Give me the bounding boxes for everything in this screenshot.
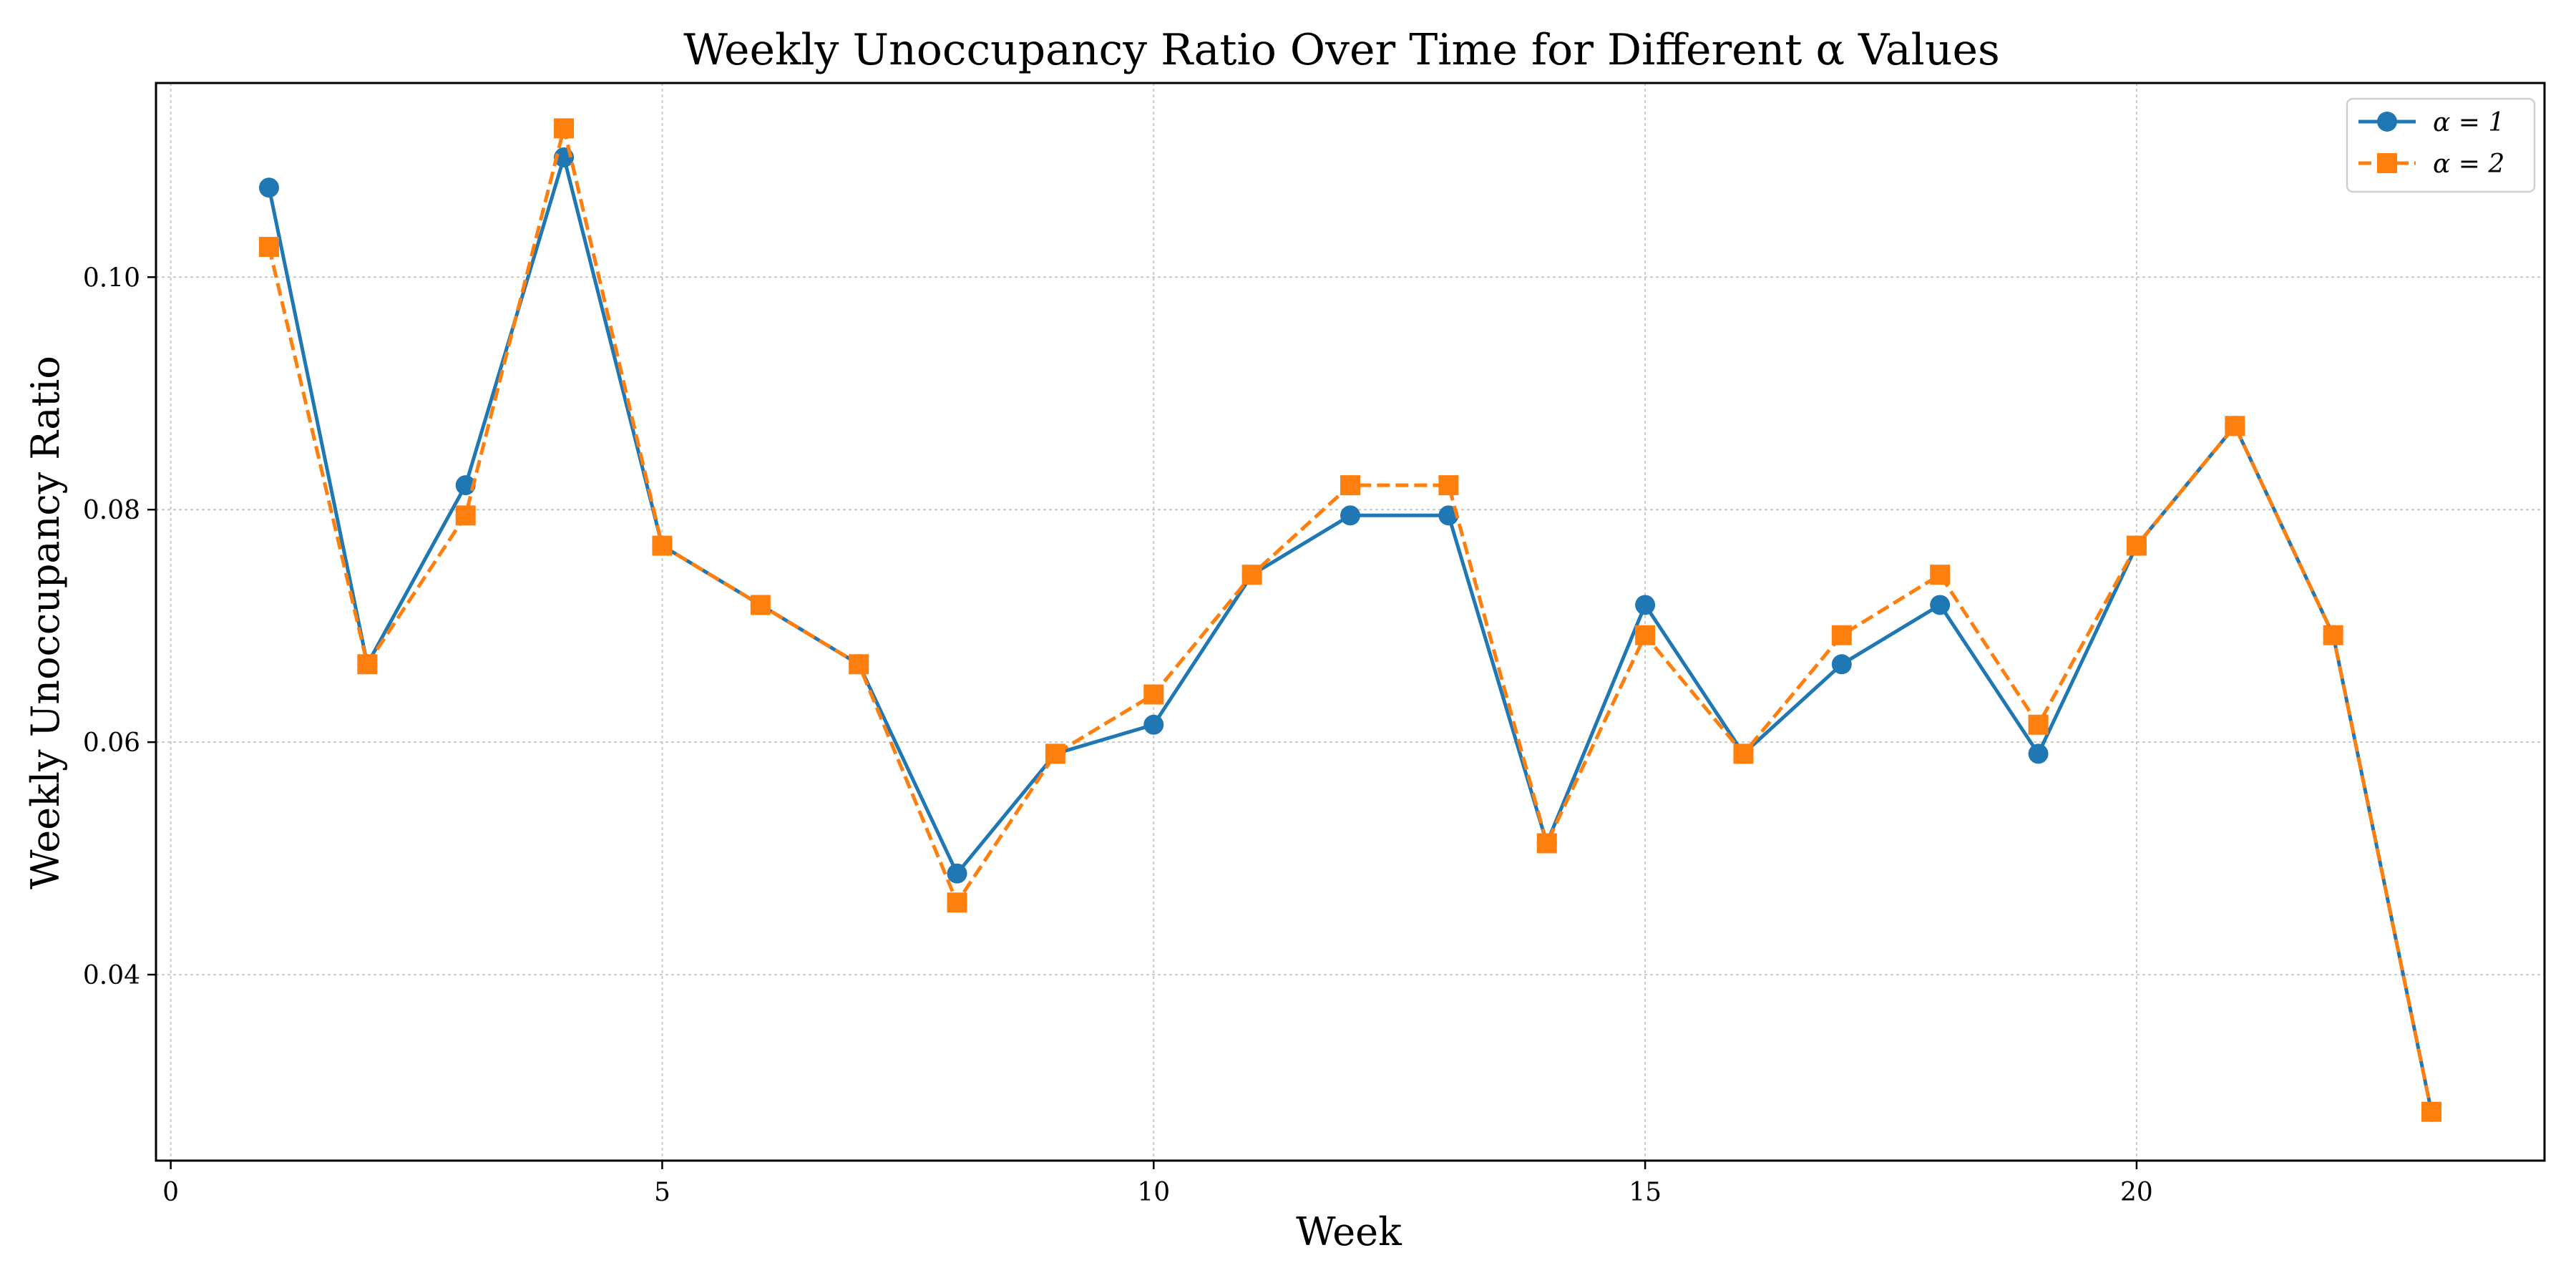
x-tick-label: 0 xyxy=(162,1178,179,1207)
series-1 xyxy=(258,147,2442,1122)
y-tick-label: 0.10 xyxy=(83,263,140,293)
series-1-point xyxy=(1635,595,1656,615)
legend-marker xyxy=(2377,153,2397,173)
axis-ticks: 0 5 10 15 20 0.04 0.06 0.08 0.10 xyxy=(83,263,2153,1207)
series-2-point xyxy=(1831,625,1852,645)
series-2-point xyxy=(1536,833,1557,854)
series-2-point xyxy=(2225,416,2245,436)
legend: α = 1 α = 2 xyxy=(2346,97,2536,193)
plot-area xyxy=(258,118,2442,1122)
legend-label: α = 2 xyxy=(2433,150,2504,179)
x-tick-label: 5 xyxy=(654,1178,670,1207)
series-2-point xyxy=(750,595,771,615)
x-tick-label: 15 xyxy=(1629,1178,1662,1207)
series-1-point xyxy=(1438,505,1459,526)
axes-frame xyxy=(155,82,2546,1162)
chart-title: Weekly Unoccupancy Ratio Over Time for D… xyxy=(683,25,2000,75)
series-2-point xyxy=(455,505,476,526)
series-2-point xyxy=(258,237,279,258)
legend-marker xyxy=(2377,112,2397,132)
x-tick-label: 20 xyxy=(2120,1178,2153,1207)
series-2-point xyxy=(1241,565,1262,585)
x-axis-label: Week xyxy=(1296,1209,1402,1254)
legend-label: α = 1 xyxy=(2433,108,2504,137)
series-2-point xyxy=(2421,1101,2442,1122)
series-1-point xyxy=(1831,654,1852,675)
series-1-point xyxy=(1143,714,1164,735)
series-2-point xyxy=(2323,625,2343,645)
series-1-point xyxy=(1930,595,1951,615)
series-2-point xyxy=(1340,475,1360,496)
series-2-point xyxy=(1930,565,1951,585)
series-1-line xyxy=(267,155,2434,1113)
series-2-point xyxy=(2028,714,2049,735)
series-2-point xyxy=(357,654,378,675)
x-tick-label: 10 xyxy=(1137,1178,1170,1207)
series-2-point xyxy=(2126,535,2147,556)
series-2-point xyxy=(1438,475,1459,496)
series-2-point xyxy=(1143,684,1164,705)
series-1-point xyxy=(2028,743,2049,764)
y-tick-label: 0.06 xyxy=(83,728,140,758)
series-2-point xyxy=(1635,625,1656,645)
series-2-point xyxy=(652,535,673,556)
series-2-point xyxy=(1045,743,1065,764)
series-1-point xyxy=(1340,505,1360,526)
series-1-point xyxy=(258,177,279,198)
y-tick-label: 0.04 xyxy=(83,961,140,990)
series-2-point xyxy=(1733,743,1754,764)
grid-lines xyxy=(156,83,2545,1161)
series-2-point xyxy=(554,118,575,139)
series-1-point xyxy=(947,863,967,884)
series-2-point xyxy=(947,892,967,913)
series-2-point xyxy=(849,654,869,675)
y-axis-label: Weekly Unoccupancy Ratio xyxy=(23,356,68,889)
y-tick-label: 0.08 xyxy=(83,496,140,525)
series-2 xyxy=(258,118,2442,1122)
